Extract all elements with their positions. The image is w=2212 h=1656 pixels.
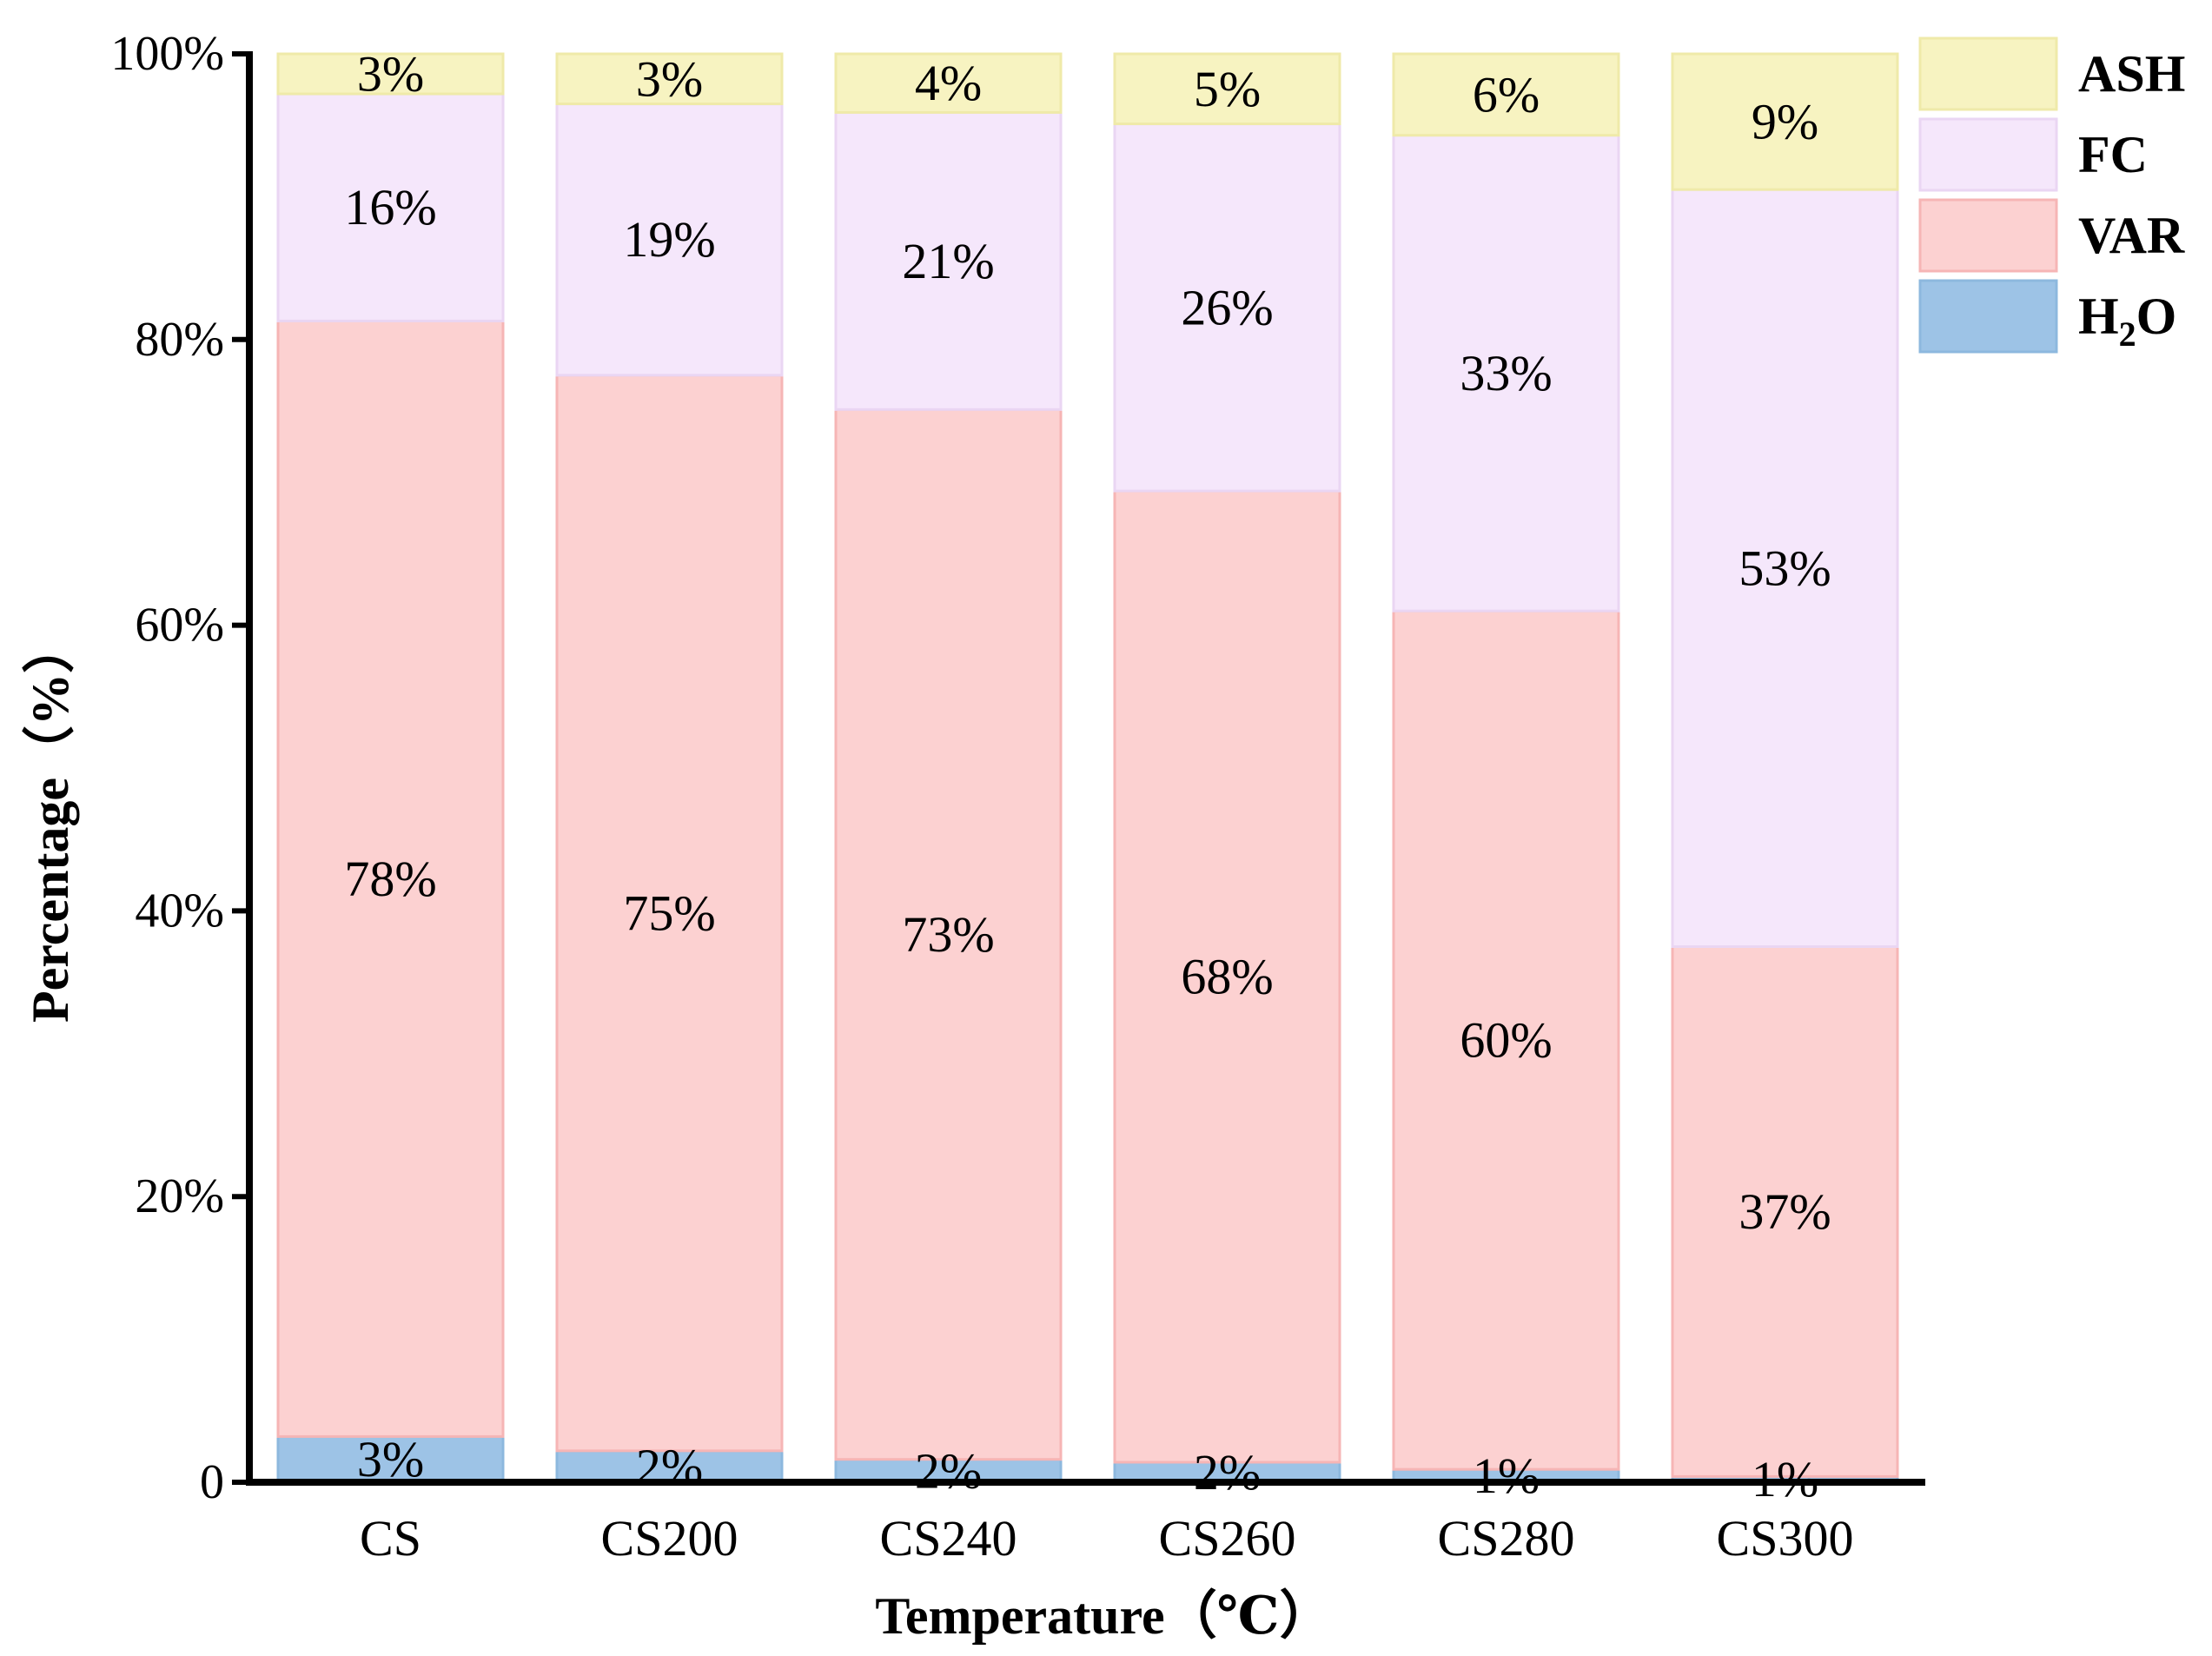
bar-var-cs260 xyxy=(1113,489,1341,1464)
y-axis-title: Percentage（%） xyxy=(21,621,79,1023)
data-label-fc-cs280: 33% xyxy=(1460,345,1552,401)
y-tick-label-5: 100% xyxy=(110,27,224,81)
data-label-fc-cs260: 26% xyxy=(1181,279,1273,335)
legend-swatch-var xyxy=(1918,198,2058,273)
bar-var-cs200 xyxy=(555,374,784,1453)
data-label-h2o-cs: 3% xyxy=(357,1431,424,1487)
data-label-h2o-cs240: 2% xyxy=(915,1442,982,1499)
bar-ash-cs240 xyxy=(834,52,1063,114)
data-label-var-cs280: 60% xyxy=(1460,1012,1552,1069)
data-label-fc-cs: 16% xyxy=(344,179,436,235)
legend-swatch-ash xyxy=(1918,36,2058,111)
bar-ash-cs200 xyxy=(555,52,784,106)
y-tick-label-3: 60% xyxy=(135,599,224,652)
bars-layer xyxy=(276,52,1899,1484)
data-label-var-cs300: 37% xyxy=(1738,1183,1831,1240)
value-labels-layer: 3% 78% 16% 3% 2% 75% 19% 3% 2% 73% 21% 4% 2% 68% 26% 5%… xyxy=(344,46,1831,1508)
data-label-ash-cs200: 3% xyxy=(636,50,703,107)
data-label-fc-cs200: 19% xyxy=(623,211,715,268)
y-tick-label-0: 0 xyxy=(200,1455,224,1509)
y-tick-label-4: 80% xyxy=(135,313,224,367)
legend: ASH FC VAR H2O xyxy=(1918,36,2185,354)
data-label-var-cs200: 75% xyxy=(623,884,715,941)
bar-ash-cs260 xyxy=(1113,52,1341,126)
bar-var-cs xyxy=(276,319,505,1438)
legend-label-fc: FC xyxy=(2078,126,2148,183)
x-tick-label-cs260: CS260 xyxy=(1159,1510,1296,1567)
data-label-var-cs240: 73% xyxy=(902,906,994,963)
data-label-var-cs: 78% xyxy=(344,851,436,907)
data-label-ash-cs240: 4% xyxy=(915,55,982,111)
axes-layer xyxy=(246,51,1925,1486)
y-tick-label-1: 20% xyxy=(135,1169,224,1223)
data-label-h2o-cs260: 2% xyxy=(1194,1444,1261,1500)
x-tick-label-cs200: CS200 xyxy=(601,1510,738,1567)
data-label-ash-cs: 3% xyxy=(357,46,424,103)
bar-fc-cs280 xyxy=(1392,134,1620,613)
data-label-h2o-cs280: 1% xyxy=(1473,1447,1540,1504)
data-label-ash-cs280: 6% xyxy=(1473,66,1540,123)
bar-fc-cs240 xyxy=(834,110,1063,411)
bar-ash-cs300 xyxy=(1671,52,1899,191)
legend-subscript: 2 xyxy=(2119,315,2136,354)
x-tick-label-cs240: CS240 xyxy=(880,1510,1017,1567)
x-tick-label-cs280: CS280 xyxy=(1438,1510,1575,1567)
bar-fc-cs200 xyxy=(555,103,784,377)
x-axis-title: Temperature（℃） xyxy=(875,1586,1331,1645)
legend-swatch-h2o xyxy=(1918,279,2058,354)
bar-var-cs280 xyxy=(1392,609,1620,1471)
bar-h2o-cs xyxy=(276,1434,505,1484)
data-label-ash-cs260: 5% xyxy=(1194,61,1261,117)
legend-label-ash: ASH xyxy=(2078,45,2185,103)
bar-ash-cs xyxy=(276,52,505,96)
data-label-var-cs260: 68% xyxy=(1181,949,1273,1005)
legend-tail: O xyxy=(2136,288,2177,345)
bar-fc-cs300 xyxy=(1671,188,1899,948)
y-ticks-layer: 0 20% 40% 60% 80% 100% xyxy=(110,27,249,1509)
data-label-fc-cs240: 21% xyxy=(902,233,994,289)
bar-ash-cs280 xyxy=(1392,52,1620,137)
legend-label-var: VAR xyxy=(2078,207,2185,264)
legend-swatch-fc xyxy=(1918,117,2058,192)
legend-label-h2o: H2O xyxy=(2078,288,2176,354)
x-tick-label-cs: CS xyxy=(360,1510,421,1567)
data-label-fc-cs300: 53% xyxy=(1738,540,1831,596)
bar-var-cs300 xyxy=(1671,945,1899,1478)
bar-fc-cs260 xyxy=(1113,123,1341,493)
data-label-ash-cs300: 9% xyxy=(1752,94,1818,150)
bar-var-cs240 xyxy=(834,407,1063,1461)
x-ticks-layer: CS CS200 CS240 CS260 CS280 CS300 xyxy=(360,1510,1853,1567)
y-tick-label-2: 40% xyxy=(135,884,224,937)
x-tick-label-cs300: CS300 xyxy=(1717,1510,1854,1567)
data-label-h2o-cs200: 2% xyxy=(636,1438,703,1494)
